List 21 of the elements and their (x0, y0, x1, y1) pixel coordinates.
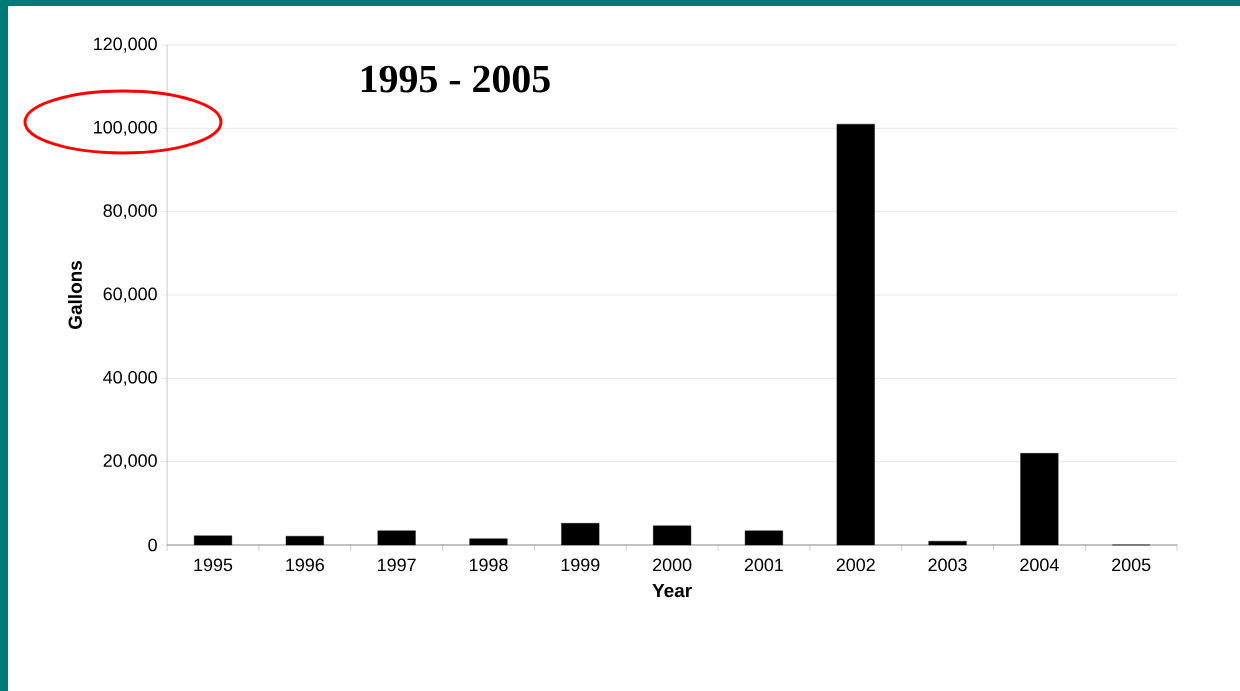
x-tick-label: 2003 (928, 558, 967, 572)
x-tick-label: 2005 (1112, 558, 1151, 572)
x-axis-title: Year (652, 584, 692, 598)
chart-title: 1995 - 2005 (361, 65, 550, 93)
y-tick-label: 40,000 (103, 370, 157, 386)
x-tick-label: 1997 (378, 558, 416, 572)
y-axis-title: Gallons (68, 261, 82, 329)
y-tick-label: 20,000 (103, 454, 157, 470)
x-tick-label: 2000 (653, 558, 692, 572)
x-tick-label: 1998 (469, 558, 508, 572)
y-tick-label: 120,000 (94, 37, 157, 53)
y-tick-label: 0 (148, 538, 157, 552)
y-tick-label: 60,000 (103, 287, 157, 303)
y-tick-label: 100,000 (94, 120, 157, 136)
x-tick-label: 2001 (744, 558, 783, 572)
x-tick-label: 2004 (1020, 558, 1059, 572)
y-tick-label: 80,000 (103, 204, 157, 220)
x-tick-label: 1995 (194, 558, 233, 572)
x-tick-label: 2002 (836, 558, 875, 572)
x-tick-label: 1996 (286, 558, 324, 572)
x-tick-label: 1999 (561, 558, 600, 572)
